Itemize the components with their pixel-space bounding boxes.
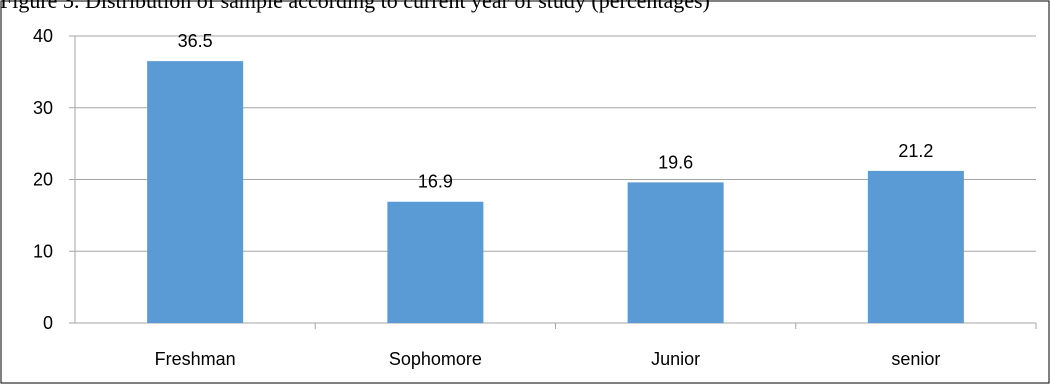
y-tick-label: 0: [43, 313, 53, 333]
bar: [387, 201, 484, 323]
bar: [867, 170, 964, 323]
x-tick-label: senior: [891, 349, 940, 369]
x-tick-label: Junior: [651, 349, 700, 369]
x-tick-label: Sophomore: [389, 349, 482, 369]
y-tick-label: 40: [33, 26, 53, 46]
bar: [627, 182, 724, 323]
bars: [147, 61, 964, 324]
chart-caption: Figure 3. Distribution of sample accordi…: [0, 0, 710, 13]
y-tick-label: 10: [33, 241, 53, 261]
y-tick-label: 30: [33, 98, 53, 118]
data-label: 16.9: [418, 172, 453, 192]
data-label: 21.2: [898, 141, 933, 161]
labels: 0 10 20 30 40 36.5 Freshman 16.9 Sophomore 19.6 Ju…: [33, 26, 940, 369]
bar: [147, 61, 244, 324]
x-tick-label: Freshman: [155, 349, 236, 369]
data-label: 36.5: [178, 31, 213, 51]
y-tick-label: 20: [33, 170, 53, 190]
data-label: 19.6: [658, 152, 693, 172]
